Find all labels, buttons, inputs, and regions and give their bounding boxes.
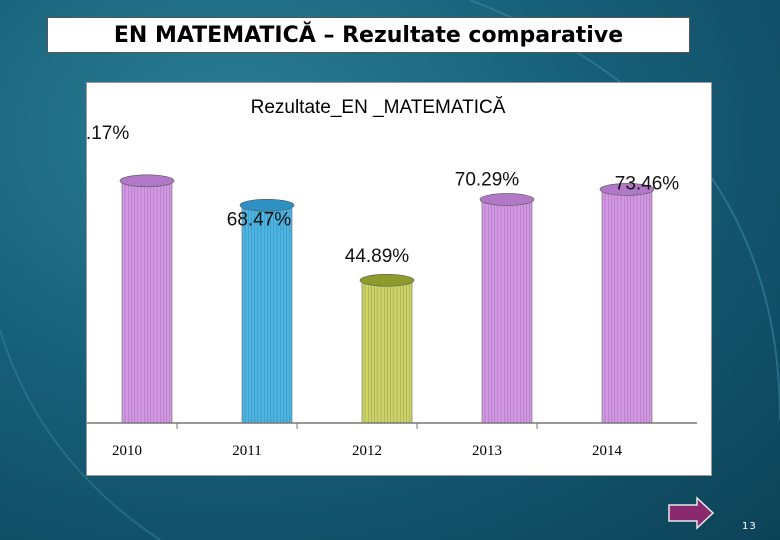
bar-2013	[479, 193, 535, 424]
chart-title: Rezultate_EN _MATEMATICĂ	[251, 97, 506, 118]
bar-2014	[599, 183, 655, 424]
bar-2011	[239, 198, 295, 424]
bar-2010	[119, 174, 175, 424]
x-tick-label-2010: 2010	[112, 443, 142, 459]
data-label-2013: 70.29%	[455, 169, 520, 190]
chart-panel: Rezultate_EN _MATEMATICĂ 76.17% 68.47% 44.…	[86, 82, 712, 476]
data-label-2012: 44.89%	[345, 246, 410, 267]
data-label-2010: 76.17%	[87, 123, 129, 144]
x-tick-label-2014: 2014	[592, 443, 623, 459]
slide-title: EN MATEMATICĂ – Rezultate comparative	[47, 17, 690, 53]
next-slide-arrow-icon[interactable]	[667, 496, 715, 530]
page-number: 13	[742, 521, 757, 532]
bar-2012	[359, 273, 415, 424]
bar-chart: Rezultate_EN _MATEMATICĂ 76.17% 68.47% 44.…	[87, 97, 697, 459]
data-label-2011: 68.47%	[227, 209, 292, 230]
data-label-2014: 73.46%	[615, 173, 680, 194]
x-tick-label-2011: 2011	[232, 443, 261, 459]
x-tick-label-2012: 2012	[352, 443, 382, 459]
x-tick-label-2013: 2013	[472, 443, 502, 459]
